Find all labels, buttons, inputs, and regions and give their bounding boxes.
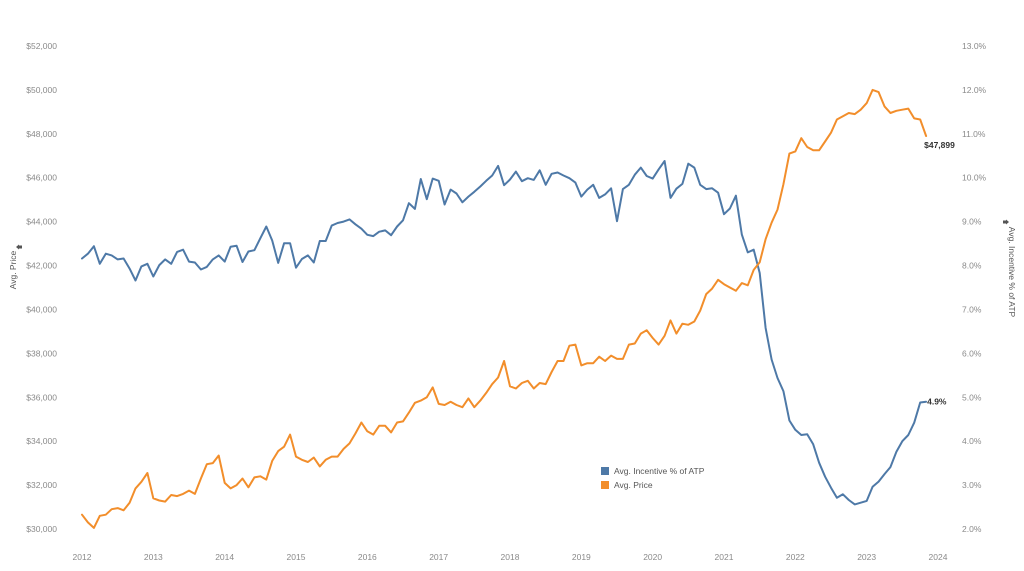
x-tick-label: 2022 — [786, 552, 805, 562]
x-tick-label: 2013 — [144, 552, 163, 562]
price-end-label: $47,899 — [924, 140, 955, 150]
left-tick-label: $42,000 — [26, 261, 57, 271]
x-tick-label: 2020 — [643, 552, 662, 562]
left-tick-label: $30,000 — [26, 524, 57, 534]
left-tick-label: $48,000 — [26, 129, 57, 139]
x-tick-label: 2015 — [287, 552, 306, 562]
left-tick-label: $38,000 — [26, 348, 57, 358]
right-tick-label: 10.0% — [962, 173, 987, 183]
left-tick-label: $52,000 — [26, 41, 57, 51]
left-tick-label: $34,000 — [26, 436, 57, 446]
x-tick-label: 2019 — [572, 552, 591, 562]
incentive-end-label: 4.9% — [927, 397, 947, 407]
x-tick-label: 2024 — [929, 552, 948, 562]
incentive-series-line — [81, 160, 928, 506]
right-tick-label: 12.0% — [962, 85, 987, 95]
right-tick-label: 11.0% — [962, 129, 986, 139]
left-tick-label: $32,000 — [26, 480, 57, 490]
x-tick-label: 2023 — [857, 552, 876, 562]
legend-label-incentive[interactable]: Avg. Incentive % of ATP — [614, 466, 705, 476]
left-tick-label: $46,000 — [26, 173, 57, 183]
x-tick-label: 2014 — [215, 552, 234, 562]
left-axis-pin-icon[interactable] — [16, 244, 22, 250]
right-tick-label: 8.0% — [962, 261, 982, 271]
left-tick-label: $50,000 — [26, 85, 57, 95]
right-axis-ticks: 2.0% 3.0% 4.0% 5.0% 6.0% 7.0% 8.0% 9.0% 10.0% 11.… — [962, 41, 987, 534]
legend-swatch-price — [601, 481, 609, 489]
legend: Avg. Incentive % of ATP Avg. Price — [601, 466, 705, 490]
x-tick-label: 2012 — [73, 552, 92, 562]
x-tick-label: 2018 — [501, 552, 520, 562]
x-tick-label: 2017 — [429, 552, 448, 562]
series-layer — [81, 88, 928, 529]
right-tick-label: 5.0% — [962, 392, 982, 402]
legend-swatch-incentive — [601, 467, 609, 475]
x-tick-label: 2016 — [358, 552, 377, 562]
left-tick-label: $40,000 — [26, 304, 57, 314]
left-axis-ticks: $30,000 $32,000 $34,000 $36,000 $38,000 $40,0… — [26, 41, 57, 534]
right-tick-label: 7.0% — [962, 304, 982, 314]
right-axis-pin-icon[interactable] — [1003, 219, 1009, 225]
left-axis-title: Avg. Price — [8, 250, 18, 289]
left-tick-label: $36,000 — [26, 392, 57, 402]
right-tick-label: 6.0% — [962, 348, 982, 358]
x-tick-label: 2021 — [715, 552, 734, 562]
x-axis-ticks: 2012 2013 2014 2015 2016 2017 2018 2019 2020 2021… — [73, 552, 948, 562]
right-tick-label: 9.0% — [962, 217, 982, 227]
right-axis-title: Avg. Incentive % of ATP — [1007, 227, 1017, 318]
end-labels: 4.9% $47,899 — [924, 140, 955, 407]
price-series-line — [81, 88, 928, 529]
legend-label-price[interactable]: Avg. Price — [614, 480, 653, 490]
right-tick-label: 13.0% — [962, 41, 987, 51]
right-tick-label: 4.0% — [962, 436, 982, 446]
left-tick-label: $44,000 — [26, 217, 57, 227]
right-tick-label: 2.0% — [962, 524, 982, 534]
right-tick-label: 3.0% — [962, 480, 982, 490]
